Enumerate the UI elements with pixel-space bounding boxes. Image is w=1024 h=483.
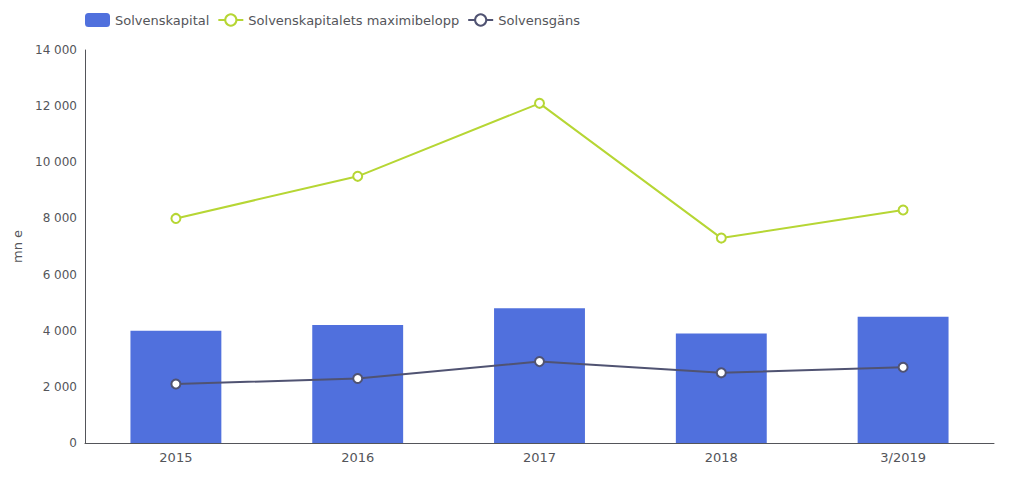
svg-text:2015: 2015 [159, 450, 192, 465]
svg-text:8 000: 8 000 [43, 211, 77, 225]
svg-text:2017: 2017 [523, 450, 556, 465]
svg-text:10 000: 10 000 [35, 155, 77, 169]
svg-text:0: 0 [69, 436, 77, 450]
svg-text:2018: 2018 [705, 450, 738, 465]
svg-text:3/2019: 3/2019 [880, 450, 926, 465]
svg-text:6 000: 6 000 [43, 268, 77, 282]
svg-text:Solvenskapitalets maximibelopp: Solvenskapitalets maximibelopp [248, 13, 459, 28]
svg-text:2 000: 2 000 [43, 380, 77, 394]
svg-text:Solvensgäns: Solvensgäns [498, 13, 580, 28]
svg-text:14 000: 14 000 [35, 43, 77, 57]
svg-text:12 000: 12 000 [35, 99, 77, 113]
svg-text:2016: 2016 [341, 450, 374, 465]
svg-text:mn e: mn e [10, 230, 25, 263]
svg-text:Solvenskapital: Solvenskapital [115, 13, 209, 28]
svg-text:4 000: 4 000 [43, 324, 77, 338]
